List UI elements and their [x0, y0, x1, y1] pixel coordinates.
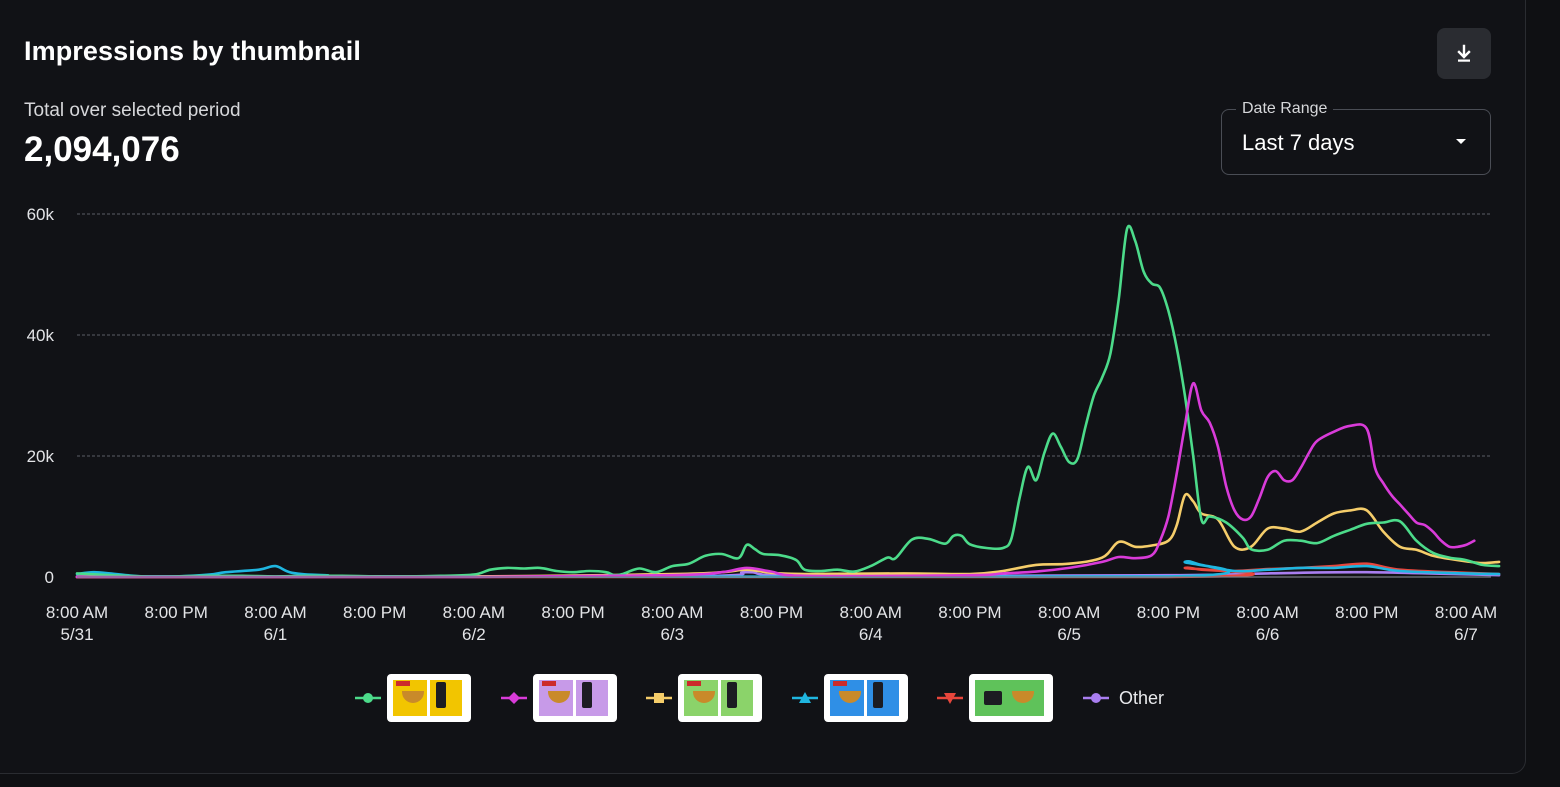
x-tick-label: 8:00 AM	[840, 603, 902, 622]
x-tick-label: 8:00 AM	[1435, 603, 1497, 622]
chart-series	[75, 224, 1501, 579]
legend-item-other[interactable]: Other	[1083, 672, 1164, 724]
x-tick-label: 8:00 PM	[1335, 603, 1398, 622]
series-line-2	[75, 492, 1501, 579]
legend-marker-triangle-icon	[792, 692, 818, 703]
x-tick-date-label: 6/3	[660, 625, 684, 644]
x-tick-label: 8:00 AM	[1038, 603, 1100, 622]
x-tick-label: 8:00 PM	[740, 603, 803, 622]
date-range-value: Last 7 days	[1242, 130, 1355, 155]
x-tick-label: 8:00 PM	[1137, 603, 1200, 622]
y-tick-label: 40k	[27, 326, 55, 345]
legend-marker-triangle-down-icon	[937, 693, 963, 704]
x-tick-date-label: 6/2	[462, 625, 486, 644]
x-axis-ticks: 8:00 AM 5/31 8:00 PM 8:00 AM 6/1 8:00 PM 8:00 …	[46, 603, 1497, 644]
x-tick-label: 8:00 PM	[541, 603, 604, 622]
legend-marker-circle-icon	[355, 693, 381, 703]
legend-item-thumbnail-3[interactable]	[646, 672, 762, 724]
legend-item-thumbnail-2[interactable]	[501, 672, 617, 724]
total-value: 2,094,076	[24, 130, 180, 169]
legend-marker-diamond-icon	[501, 692, 527, 704]
legend-item-thumbnail-5[interactable]	[937, 672, 1053, 724]
legend-marker-circle-icon	[1083, 693, 1109, 703]
x-tick-date-label: 6/7	[1454, 625, 1478, 644]
x-tick-label: 8:00 AM	[244, 603, 306, 622]
x-tick-label: 8:00 AM	[641, 603, 703, 622]
date-range-select[interactable]: Date Range Last 7 days	[1221, 100, 1491, 175]
impressions-card: Impressions by thumbnail Total over sele…	[0, 0, 1526, 774]
x-tick-date-label: 6/6	[1256, 625, 1280, 644]
x-tick-label: 8:00 AM	[1236, 603, 1298, 622]
x-tick-label: 8:00 PM	[938, 603, 1001, 622]
series-line-0	[75, 224, 1501, 578]
x-tick-date-label: 6/5	[1057, 625, 1081, 644]
x-tick-date-label: 6/4	[859, 625, 883, 644]
legend-marker-square-icon	[646, 693, 672, 703]
card-title: Impressions by thumbnail	[24, 36, 361, 66]
y-axis-ticks: 0 20k 40k 60k	[27, 205, 55, 587]
thumbnail-green-icon	[678, 674, 762, 722]
x-tick-label: 8:00 AM	[443, 603, 505, 622]
thumbnail-purple-icon	[533, 674, 617, 722]
download-icon	[1457, 44, 1471, 62]
chart-grid	[77, 213, 1491, 457]
y-tick-label: 0	[45, 568, 54, 587]
x-tick-date-label: 5/31	[60, 625, 93, 644]
legend-item-thumbnail-4[interactable]	[792, 672, 908, 724]
y-tick-label: 20k	[27, 447, 55, 466]
chart-legend: Other	[0, 672, 1526, 728]
thumbnail-scene-icon	[969, 674, 1053, 722]
caret-down-icon	[1456, 139, 1466, 144]
total-label: Total over selected period	[24, 100, 241, 121]
x-tick-label: 8:00 PM	[343, 603, 406, 622]
y-tick-label: 60k	[27, 205, 55, 224]
thumbnail-blue-icon	[824, 674, 908, 722]
download-button[interactable]	[1437, 28, 1491, 79]
x-tick-label: 8:00 PM	[145, 603, 208, 622]
x-tick-label: 8:00 AM	[46, 603, 108, 622]
thumbnail-yellow-icon	[387, 674, 471, 722]
x-tick-date-label: 6/1	[264, 625, 288, 644]
series-line-1	[75, 382, 1476, 579]
date-range-label: Date Range	[1236, 100, 1334, 118]
legend-label-other: Other	[1119, 687, 1165, 708]
legend-item-thumbnail-1[interactable]	[355, 672, 471, 724]
